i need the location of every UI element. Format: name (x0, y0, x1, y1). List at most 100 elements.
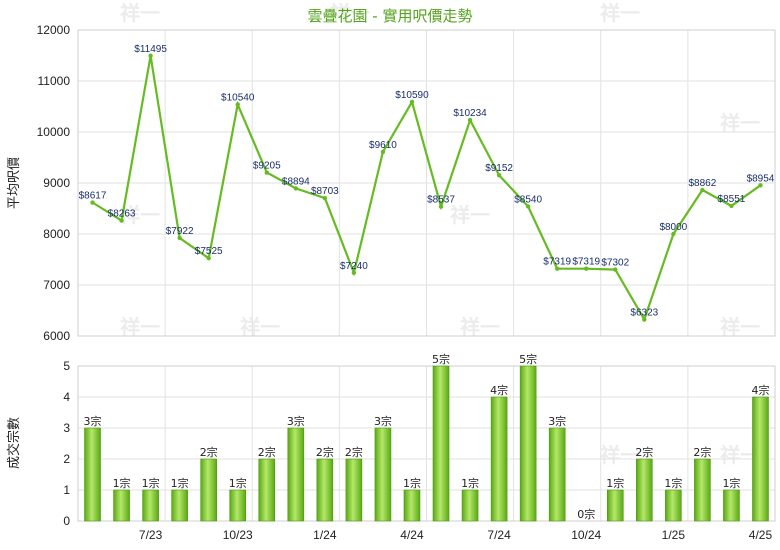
volume-bar (606, 489, 624, 522)
price-data-label: $11495 (134, 44, 167, 55)
price-point (729, 203, 734, 209)
price-point (351, 270, 357, 275)
volume-y-tick: 3 (63, 421, 70, 435)
volume-data-label: 2宗 (693, 445, 711, 459)
price-data-label: $9205 (253, 161, 281, 172)
price-point (293, 186, 299, 191)
price-data-label: $8000 (659, 222, 687, 233)
price-y-tick: 9000 (43, 176, 70, 190)
volume-data-label: 5宗 (519, 352, 537, 366)
price-data-label: $10234 (453, 108, 487, 119)
watermark-text: 祥一 (720, 111, 760, 135)
volume-bar (461, 489, 479, 522)
volume-bar (200, 458, 217, 522)
volume-data-label: 1宗 (171, 476, 189, 490)
volume-data-label: 4宗 (751, 383, 769, 397)
volume-data-label: 1宗 (113, 476, 131, 490)
watermark-text: 祥一 (240, 315, 280, 339)
watermark-text: 祥一 (120, 1, 160, 25)
price-y-tick: 7000 (43, 278, 70, 292)
price-point (380, 149, 386, 155)
price-point (700, 187, 705, 193)
volume-y-tick: 4 (63, 390, 70, 404)
x-axis: 7/23 10/23 1/24 4/24 7/24 10/24 1/25 4/25 (139, 528, 773, 542)
price-data-label: $6323 (630, 308, 658, 319)
price-y-tick: 8000 (43, 227, 70, 241)
price-data-label: $10590 (395, 90, 429, 101)
volume-y-tick: 1 (63, 483, 70, 497)
watermark-text: 祥一 (120, 315, 160, 339)
x-tick-label: 10/24 (571, 528, 601, 542)
watermark-text: 祥一 (600, 1, 640, 25)
price-y-tick: 6000 (43, 329, 70, 343)
price-point (438, 204, 444, 209)
volume-plot-frame (77, 365, 776, 522)
price-data-label: $8703 (311, 186, 339, 197)
volume-bar (752, 396, 769, 522)
volume-data-labels: 3宗 1宗 1宗 1宗 2宗 1宗 2宗 3宗 2宗 2宗 3宗 1宗 5宗 1宗 4宗 5宗 3宗 0宗 1宗 2宗… (84, 352, 770, 521)
price-point (206, 256, 211, 261)
x-tick-label: 1/25 (662, 528, 686, 542)
watermark-text: 祥一 (720, 315, 760, 339)
price-point (613, 267, 618, 272)
x-tick-label: 7/24 (487, 528, 511, 542)
volume-data-label: 1宗 (142, 476, 160, 490)
volume-y-tick: 0 (63, 514, 70, 528)
price-y-tick: 10000 (37, 125, 71, 139)
price-point (584, 266, 589, 271)
volume-y-tick: 5 (63, 359, 70, 373)
price-point (90, 200, 95, 205)
volume-bar (316, 458, 334, 522)
x-tick-label: 4/24 (400, 528, 424, 542)
price-point (554, 266, 560, 271)
volume-bar (403, 489, 421, 522)
price-plot-frame (77, 29, 776, 337)
price-data-label: $9152 (485, 163, 513, 174)
price-data-label: $7302 (601, 258, 629, 269)
price-data-label: $8551 (718, 194, 746, 205)
volume-bar (723, 489, 740, 522)
price-data-label: $8954 (747, 173, 775, 184)
volume-data-label: 3宗 (287, 414, 305, 428)
volume-bar (84, 427, 101, 522)
price-point (525, 204, 531, 209)
price-point (148, 53, 153, 58)
volume-bar (374, 427, 392, 522)
price-point (119, 218, 124, 223)
price-series-line (91, 55, 762, 323)
price-data-label: $8540 (514, 194, 542, 205)
price-data-label: $8862 (688, 178, 716, 189)
volume-data-label: 1宗 (664, 476, 682, 490)
volume-bar (432, 365, 450, 522)
volume-data-label: 1宗 (229, 476, 247, 490)
price-data-label: $7319 (572, 257, 600, 268)
volume-data-label: 2宗 (316, 445, 334, 459)
watermark-text: 祥一 (450, 203, 490, 227)
price-point (409, 99, 415, 105)
price-y-axis: 6000 7000 8000 9000 10000 11000 12000 (37, 23, 71, 343)
watermark-text: 祥一 (600, 443, 640, 467)
price-y-axis-label: 平均呎價 (7, 157, 22, 209)
price-data-label: $8617 (79, 191, 107, 202)
watermark-text: 祥一 (120, 203, 160, 227)
volume-y-axis-label: 成交宗數 (6, 417, 22, 469)
volume-bar (519, 365, 537, 522)
price-data-label: $7525 (195, 246, 223, 257)
price-y-tick: 12000 (37, 23, 71, 37)
volume-data-label: 2宗 (258, 445, 276, 459)
price-data-label: $8263 (108, 209, 136, 220)
price-point (467, 117, 473, 123)
price-point (235, 102, 240, 107)
volume-data-label: 0宗 (577, 507, 595, 521)
watermark-text: 祥一 (330, 1, 370, 25)
volume-data-label: 2宗 (635, 445, 653, 459)
price-grid (78, 29, 776, 337)
volume-data-label: 4宗 (490, 383, 508, 397)
volume-bar (287, 427, 305, 522)
volume-bar (636, 458, 653, 522)
volume-data-label: 2宗 (200, 445, 218, 459)
price-data-label: $7922 (166, 226, 194, 237)
price-data-label: $10540 (221, 92, 255, 103)
